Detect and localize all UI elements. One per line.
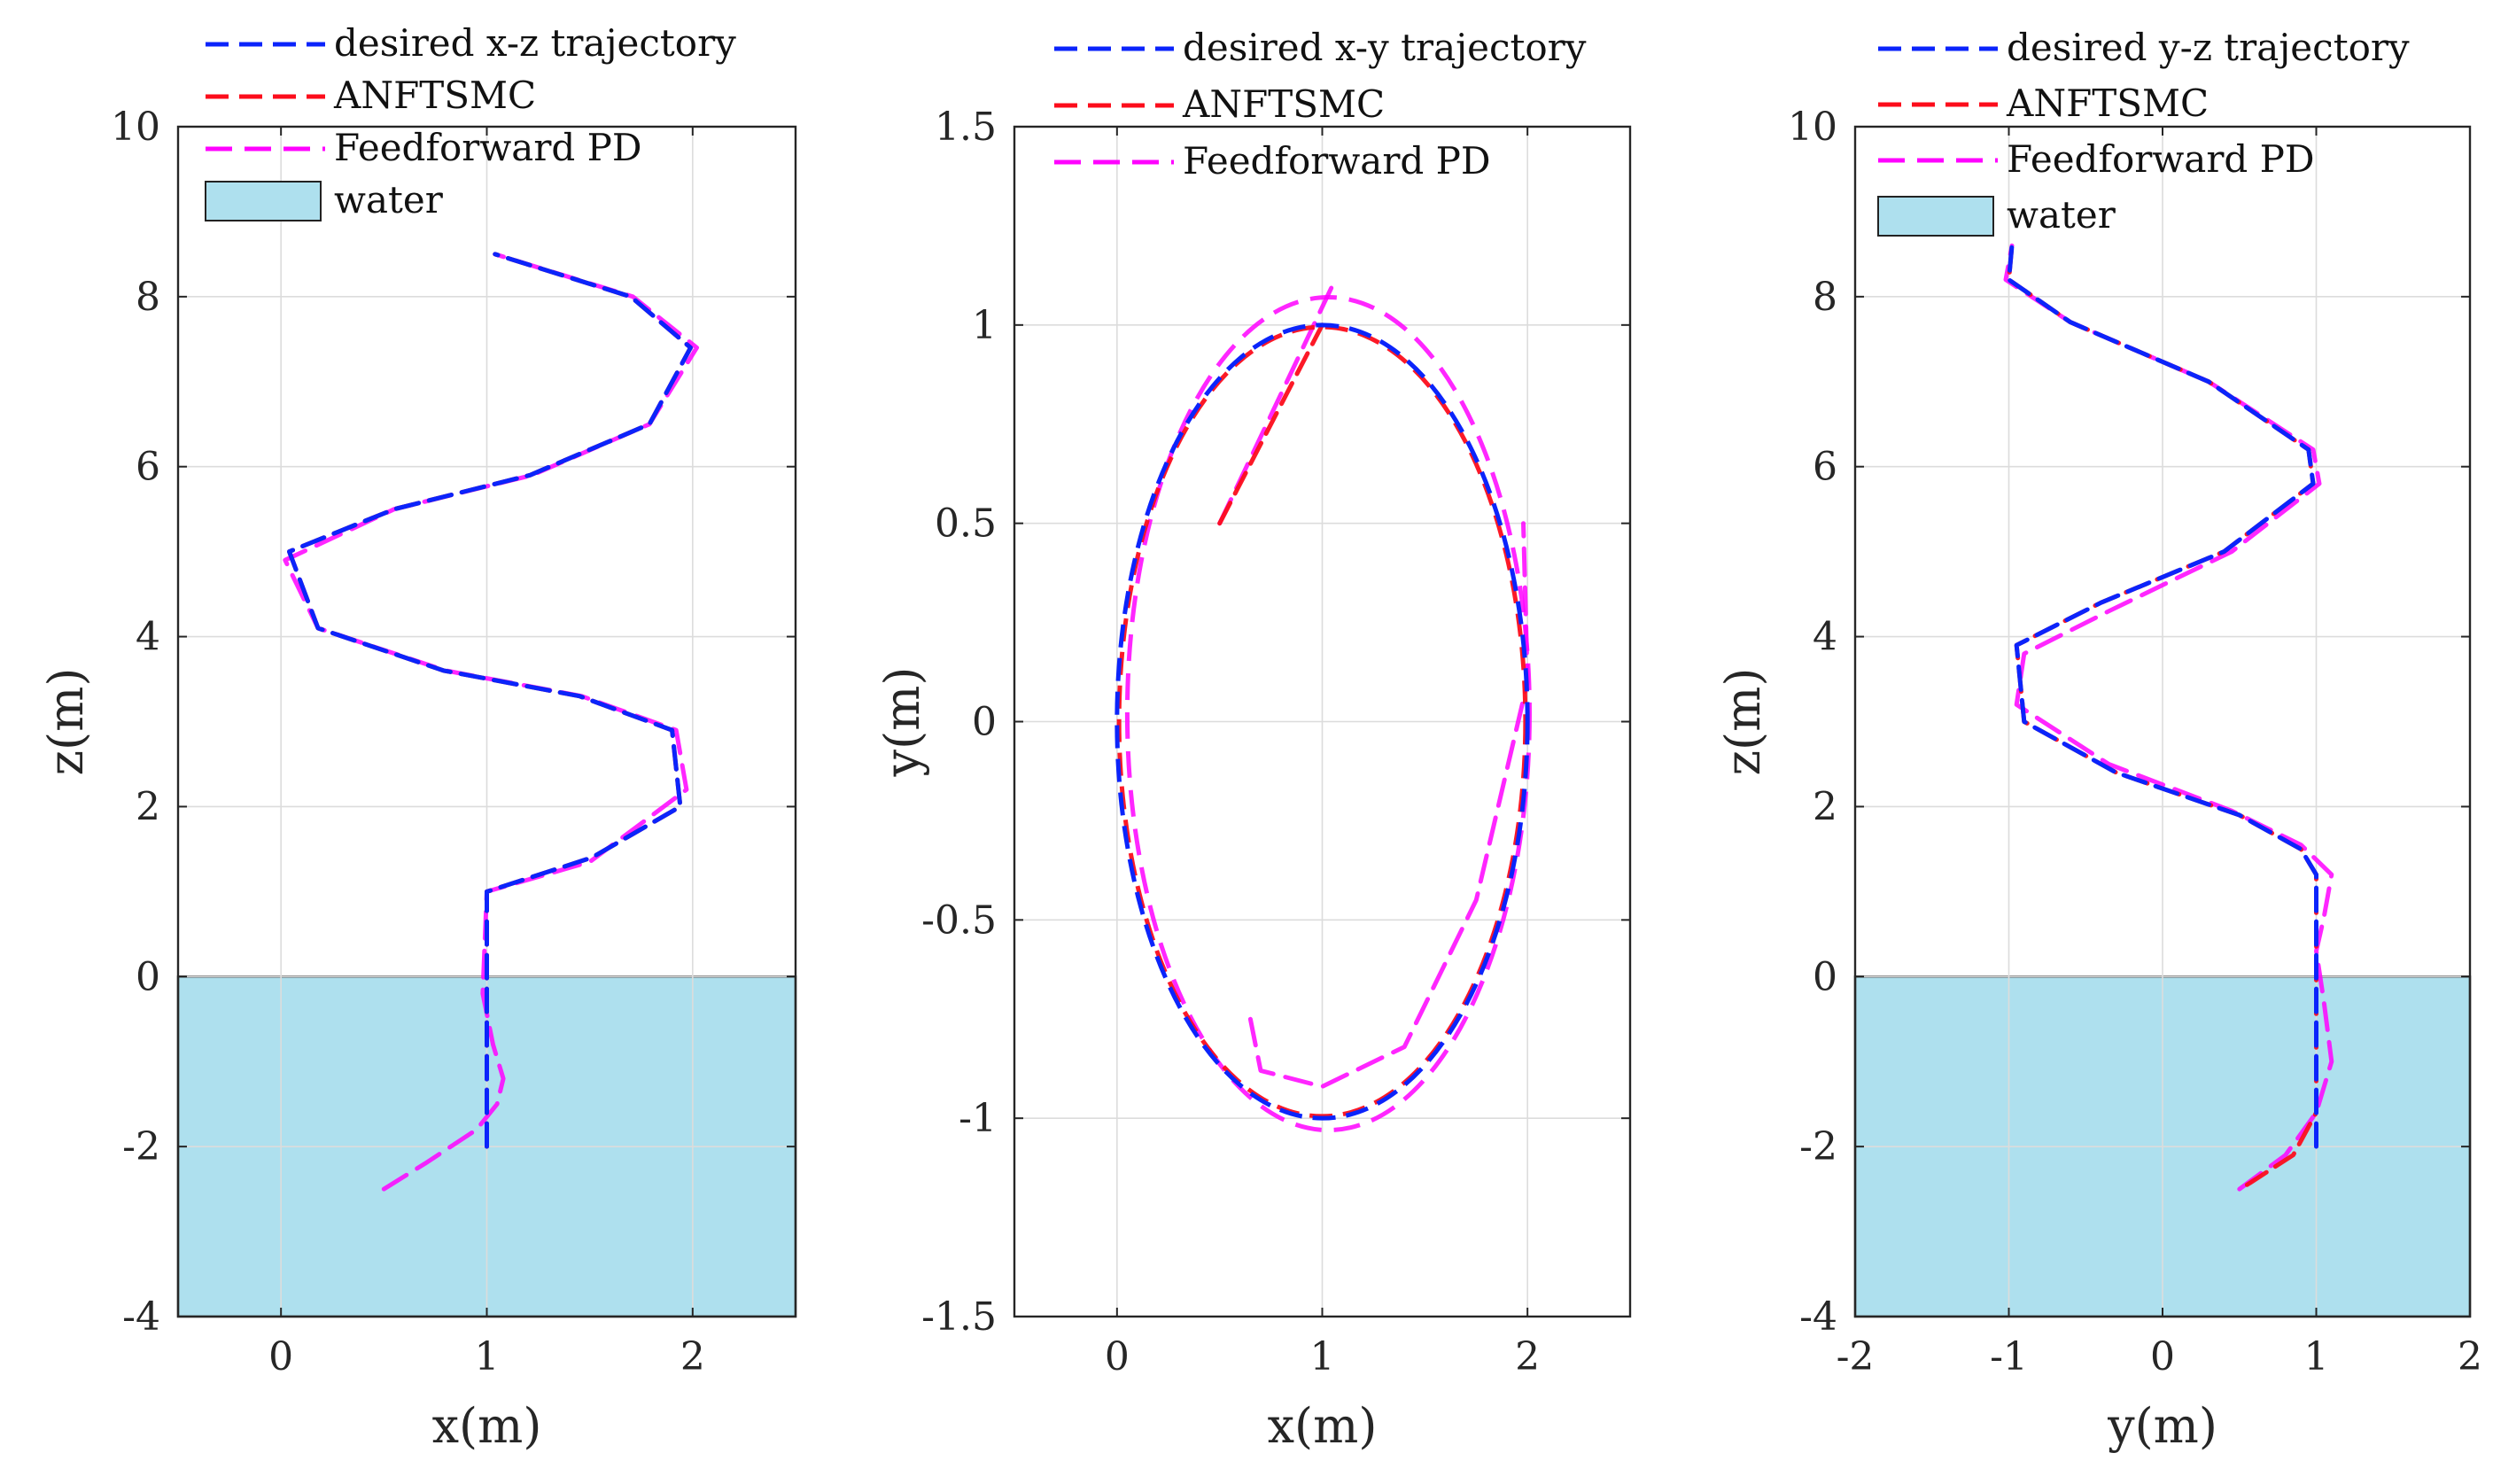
legend-label-anftsmc: ANFTSMC [333, 74, 536, 117]
x-axis-label: x(m) [1268, 1398, 1378, 1454]
y-tick-label: -4 [122, 1294, 160, 1340]
series-desired-line [2007, 243, 2318, 1149]
x-tick-label: -1 [1990, 1334, 2028, 1379]
y-tick-label: 0.5 [935, 501, 997, 547]
y-tick-label: 4 [136, 615, 160, 660]
x-axis-label: y(m) [2107, 1398, 2217, 1454]
x-tick-label: 2 [680, 1334, 705, 1379]
legend-label-feedforward: Feedforward PD [1183, 139, 1491, 183]
legend-label-anftsmc: ANFTSMC [2006, 82, 2209, 125]
y-axis-label: z(m) [1715, 668, 1771, 776]
xy-trajectory-chart: 0 1 2 -1.5 -1 -0.5 0 0.5 1 1.5 x(m) y(m) desired x-y… [874, 26, 1632, 1454]
y-tick-label: 0 [972, 700, 997, 745]
legend-label-anftsmc: ANFTSMC [1182, 82, 1385, 126]
y-axis-label: y(m) [874, 667, 930, 778]
plot-area [283, 252, 699, 1192]
y-tick-label: -1.5 [921, 1294, 997, 1340]
series-desired-ellipse [1114, 322, 1530, 1121]
legend: desired x-z trajectory ANFTSMC Feedforward… [205, 21, 736, 221]
series-feedforward-line [2003, 243, 2334, 1192]
x-tick-label: -2 [1837, 1334, 1875, 1379]
plot-area [2003, 243, 2334, 1192]
x-tick-label: 0 [268, 1334, 293, 1379]
y-tick-label: 0 [136, 954, 160, 999]
x-tick-label: 0 [2150, 1334, 2175, 1379]
plot-area [1114, 283, 1532, 1133]
x-tick-label: 1 [475, 1334, 500, 1379]
y-tick-label: -4 [1799, 1294, 1837, 1340]
legend-label-desired: desired x-z trajectory [334, 21, 736, 65]
y-tick-label: -2 [1799, 1124, 1837, 1169]
y-axis-label: z(m) [38, 668, 94, 776]
series-anftsmc-line [1217, 322, 1324, 526]
legend-label-feedforward: Feedforward PD [2007, 137, 2315, 181]
y-tick-label: 6 [136, 445, 160, 490]
y-tick-label: 2 [1813, 784, 1837, 829]
legend: desired y-z trajectory ANFTSMC Feedforward… [1877, 26, 2410, 237]
x-tick-label: 1 [2304, 1334, 2329, 1379]
x-tick-label: 1 [1310, 1334, 1335, 1379]
legend: desired x-y trajectory ANFTSMC Feedforward… [1054, 26, 1587, 183]
legend-label-feedforward: Feedforward PD [334, 126, 642, 169]
y-tick-label: 10 [111, 105, 160, 150]
y-tick-label: 0 [1813, 954, 1837, 999]
legend-label-water: water [2007, 193, 2116, 237]
legend-label-desired: desired y-z trajectory [2007, 26, 2410, 69]
y-tick-label: 10 [1788, 105, 1837, 150]
x-tick-label: 2 [1515, 1334, 1540, 1379]
x-tick-label: 2 [2458, 1334, 2482, 1379]
legend-label-water: water [334, 178, 444, 221]
y-tick-label: 1 [972, 303, 997, 348]
legend-swatch-water [205, 181, 322, 221]
x-axis-label: x(m) [432, 1398, 542, 1454]
xz-trajectory-chart: 0 1 2 -4 -2 0 2 4 6 8 10 x(m) z(m) desired x-z trajec… [38, 21, 797, 1454]
y-tick-label: 8 [1813, 275, 1837, 320]
y-tick-label: 4 [1813, 615, 1837, 660]
legend-label-desired: desired x-y trajectory [1183, 26, 1587, 69]
y-tick-label: 1.5 [935, 105, 997, 150]
y-tick-label: -1 [959, 1096, 997, 1141]
y-tick-label: -2 [122, 1124, 160, 1169]
y-tick-label: -0.5 [921, 897, 997, 943]
series-feedforward-line [1247, 521, 1530, 1089]
y-tick-label: 2 [136, 784, 160, 829]
legend-swatch-water [1877, 196, 1994, 237]
y-tick-label: 8 [136, 275, 160, 320]
x-tick-label: 0 [1105, 1334, 1130, 1379]
series-desired-line [287, 252, 693, 1149]
y-tick-label: 6 [1813, 445, 1837, 490]
